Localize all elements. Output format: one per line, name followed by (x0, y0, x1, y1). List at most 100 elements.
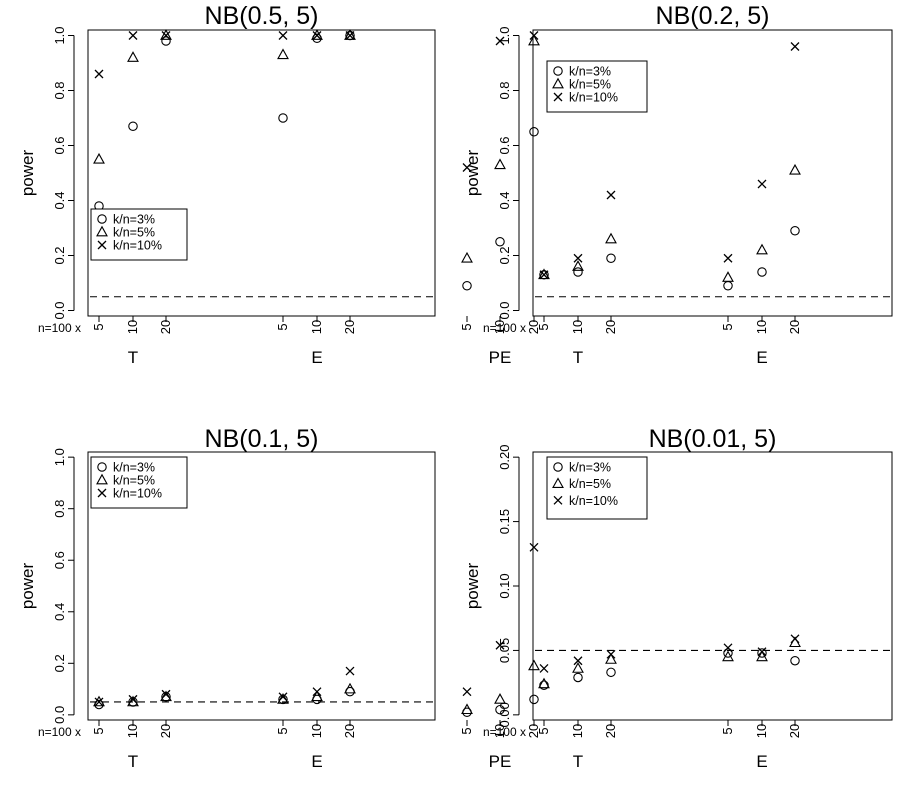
y-tick-label: 0.15 (497, 509, 512, 534)
legend-label: k/n=10% (569, 91, 618, 105)
group-label-t: T (128, 348, 138, 367)
group-label-e: E (756, 752, 767, 771)
y-axis-label: power (18, 150, 37, 197)
data-point-cross (495, 36, 505, 46)
chart-title: NB(0.1, 5) (205, 425, 319, 453)
data-point-cross (757, 179, 767, 189)
plot-frame (532, 451, 893, 721)
y-tick-label: 0.2 (52, 654, 67, 672)
data-point-triangle (311, 29, 323, 40)
data-point-triangle (344, 682, 356, 694)
chart-title: NB(0.5, 5) (205, 2, 319, 30)
data-point-cross (94, 697, 104, 707)
data-point-triangle (722, 271, 734, 282)
y-tick-label: 0.10 (497, 573, 512, 598)
x-tick-label: 5 (720, 323, 735, 330)
data-point-triangle (93, 695, 105, 707)
y-tick-label: 0.0 (52, 301, 67, 319)
x-prefix-label: n=100 x (483, 725, 526, 739)
legend-symbol-cross (97, 240, 107, 250)
legend-label: k/n=3% (569, 461, 611, 475)
x-tick-label: 20 (342, 724, 357, 738)
series-cross (94, 542, 539, 707)
legend-label: k/n=5% (113, 474, 155, 488)
legend-box (546, 60, 648, 113)
data-point-circle (757, 648, 767, 658)
data-point-circle (606, 667, 616, 678)
series-cross (539, 634, 800, 673)
series-cross (94, 31, 539, 172)
data-point-circle (495, 704, 505, 715)
legend-label: k/n=5% (113, 226, 155, 240)
data-point-cross (529, 31, 539, 40)
x-tick-label: 5 (720, 727, 735, 734)
data-point-triangle (605, 653, 617, 664)
data-point-triangle (494, 158, 506, 170)
data-point-cross (790, 634, 800, 644)
data-point-triangle (756, 650, 768, 662)
x-tick-label: 20 (787, 724, 802, 738)
data-point-circle (723, 280, 733, 291)
x-tick-label: 20 (526, 320, 541, 334)
x-tick-label: 5 (459, 727, 474, 734)
legend-symbol-cross (553, 92, 563, 102)
data-point-triangle (528, 659, 540, 671)
data-point-cross (790, 42, 800, 51)
legend-symbol-triangle (96, 225, 108, 237)
data-point-circle (573, 267, 583, 277)
panel-1: NB(0.5, 5) 0.0 0.2 0.4 0.6 0.8 1.0 power 5 10 20 5 1… (18, 2, 541, 367)
y-tick-label: 0.0 (497, 301, 512, 319)
chart-title: NB(0.2, 5) (656, 2, 770, 30)
data-point-cross (128, 31, 138, 40)
series-triangle (93, 659, 540, 715)
y-tick-label: 0.05 (497, 638, 512, 663)
x-tick-label: 20 (603, 724, 618, 738)
data-point-triangle (572, 662, 584, 673)
y-tick-label: 0.0 (52, 706, 67, 724)
x-tick-label: 10 (570, 724, 585, 738)
data-point-circle (128, 121, 138, 132)
x-tick-label: 5 (275, 323, 290, 330)
data-point-cross (345, 666, 355, 676)
legend-symbol-triangle (552, 477, 564, 489)
data-point-cross (278, 692, 288, 702)
data-point-triangle (789, 163, 801, 175)
data-point-cross (539, 664, 549, 673)
data-point-triangle (461, 703, 473, 715)
data-point-cross (278, 31, 288, 40)
data-point-cross (606, 190, 616, 200)
data-point-cross (573, 253, 583, 263)
group-label-pe: PE (489, 348, 512, 367)
series-cross (539, 42, 800, 280)
y-tick-label: 0.2 (497, 246, 512, 264)
x-tick-label: 20 (603, 320, 618, 334)
data-point-triangle (160, 29, 172, 40)
series-triangle (538, 163, 801, 282)
x-tick-label: 10 (125, 724, 140, 738)
legend-label: k/n=5% (569, 477, 611, 491)
data-point-circle (161, 36, 171, 46)
x-tick-label: 10 (309, 320, 324, 334)
group-label-pe: PE (489, 752, 512, 771)
y-tick-label: 1.0 (52, 448, 67, 466)
group-label-e: E (756, 348, 767, 367)
group-label-t: T (573, 752, 583, 771)
legend: k/n=3%k/n=5%k/n=10% (90, 456, 188, 509)
y-tick-label: 0.4 (52, 191, 67, 209)
x-tick-label: 5 (91, 323, 106, 330)
legend-symbol-circle (97, 462, 107, 472)
plot-frame (532, 29, 893, 317)
x-tick-label: 20 (158, 724, 173, 738)
group-label-e: E (311, 752, 322, 771)
legend-symbol-circle (553, 66, 563, 76)
x-prefix-label: n=100 x (38, 725, 81, 739)
data-point-cross (94, 69, 104, 79)
x-tick-label: 10 (570, 320, 585, 334)
x-prefix-label: n=100 x (483, 321, 526, 335)
data-point-cross (723, 253, 733, 263)
series-circle (94, 30, 539, 291)
data-point-circle (495, 237, 505, 247)
legend-symbol-circle (553, 462, 563, 472)
legend-symbol-triangle (96, 473, 108, 485)
